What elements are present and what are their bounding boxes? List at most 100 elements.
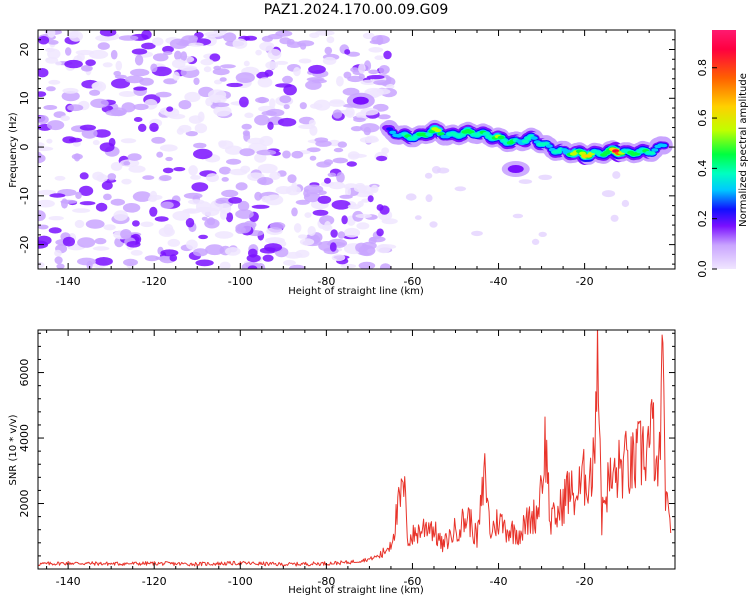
heatmap-noise-cell: [329, 242, 337, 252]
heatmap-noise-cell: [105, 109, 126, 117]
heatmap-noise-cell: [350, 126, 363, 132]
heatmap-noise-cell: [269, 222, 286, 230]
snr-x-tick-label: -120: [142, 575, 167, 588]
heatmap-noise-cell: [169, 38, 188, 49]
heatmap-noise-cell: [38, 189, 57, 196]
colorbar-tick-label: 0.4: [696, 160, 709, 178]
heatmap-noise-cell: [341, 215, 348, 225]
heatmap-noise-cell: [337, 141, 347, 148]
heatmap-noise-cell: [120, 138, 137, 144]
heatmap-noise-cell: [159, 175, 172, 181]
heatmap-signal-cell: [660, 143, 668, 148]
heatmap-noise-cell: [90, 98, 109, 109]
heatmap-noise-cell: [94, 237, 107, 245]
heatmap-faint-cell: [424, 172, 433, 179]
heatmap-signal-cell: [386, 127, 394, 131]
heatmap-faint-cell: [621, 199, 630, 208]
heatmap-signal-cell: [425, 132, 433, 137]
heatmap-noise-cell: [295, 199, 310, 205]
heatmap-noise-cell: [120, 229, 132, 240]
heatmap-noise-cell: [257, 177, 274, 186]
heatmap-noise-cell: [235, 209, 254, 219]
heatmap-noise-cell: [140, 221, 154, 228]
heatmap-noise-cell: [328, 139, 341, 147]
heatmap-noise-cell: [111, 78, 130, 89]
heatmap-noise-cell: [92, 139, 100, 146]
heatmap-noise-cell: [293, 67, 301, 77]
heatmap-noise-cell: [38, 68, 49, 78]
heatmap-noise-cell: [346, 161, 357, 167]
heatmap-noise-cell: [365, 135, 378, 143]
heatmap-y-tick-label: -10: [18, 187, 31, 205]
heatmap-noise-cell: [255, 49, 262, 56]
heatmap-signal-cell: [545, 144, 553, 148]
heatmap-noise-cell: [141, 30, 152, 40]
heatmap-noise-cell: [92, 246, 110, 251]
heatmap-noise-cell: [244, 35, 257, 41]
heatmap-noise-cell: [110, 49, 118, 60]
heatmap-noise-cell: [299, 102, 307, 110]
heatmap-y-tick-label: -20: [18, 236, 31, 254]
heatmap-noise-cell: [201, 216, 208, 221]
heatmap-secondary-blob: [507, 165, 524, 174]
heatmap-noise-cell: [298, 58, 312, 64]
heatmap-noise-cell: [223, 32, 237, 43]
heatmap-noise-cell: [287, 174, 297, 184]
heatmap-noise-cell: [188, 42, 204, 47]
heatmap-noise-cell: [124, 75, 144, 84]
heatmap-noise-cell: [369, 39, 384, 45]
heatmap-noise-cell: [235, 182, 248, 191]
heatmap-noise-cell: [303, 184, 324, 194]
heatmap-noise-cell: [368, 47, 384, 53]
heatmap-noise-cell: [107, 173, 117, 181]
heatmap-noise-cell: [282, 75, 293, 84]
heatmap-noise-cell: [343, 227, 361, 238]
heatmap-noise-cell: [67, 104, 84, 112]
heatmap-noise-cell: [370, 184, 379, 194]
heatmap-noise-cell: [295, 249, 310, 258]
heatmap-noise-cell: [79, 185, 94, 196]
heatmap-noise-cell: [283, 104, 290, 110]
heatmap-noise-cell: [311, 79, 327, 84]
heatmap-noise-cell: [121, 178, 132, 185]
heatmap-noise-cell: [215, 199, 227, 204]
heatmap-noise-cell: [277, 117, 297, 127]
heatmap-noise-cell: [68, 137, 83, 143]
heatmap-noise-cell: [221, 189, 239, 198]
heatmap-noise-cell: [337, 231, 346, 239]
heatmap-noise-cell: [261, 110, 277, 116]
heatmap-noise-cell: [377, 114, 391, 120]
heatmap-noise-cell: [213, 105, 232, 117]
heatmap-noise-cell: [262, 254, 274, 262]
heatmap-noise-cell: [79, 124, 96, 131]
heatmap-noise-cell: [38, 115, 49, 125]
heatmap-noise-cell: [257, 163, 278, 174]
heatmap-x-tick-label: -60: [403, 275, 421, 288]
heatmap-noise-cell: [374, 55, 384, 60]
heatmap-noise-cell: [299, 238, 315, 246]
heatmap-noise-cell: [166, 106, 174, 112]
heatmap-noise-cell: [303, 192, 321, 203]
heatmap-noise-cell: [85, 219, 105, 229]
heatmap-faint-cell: [429, 221, 438, 228]
heatmap-noise-cell: [75, 191, 82, 199]
heatmap-signal-cell: [482, 131, 490, 136]
heatmap-noise-cell: [380, 263, 391, 269]
heatmap-noise-cell: [56, 263, 65, 269]
heatmap-noise-cell: [346, 51, 360, 57]
heatmap-noise-cell: [55, 61, 62, 66]
heatmap-noise-cell: [309, 155, 317, 161]
heatmap-x-axis-label: Height of straight line (km): [288, 286, 424, 297]
heatmap-noise-cell: [81, 128, 98, 139]
heatmap-noise-cell: [126, 241, 141, 248]
heatmap-x-tick-label: -120: [142, 275, 167, 288]
heatmap-noise-cell: [353, 184, 367, 193]
heatmap-signal-cell: [434, 128, 442, 133]
heatmap-noise-cell: [193, 77, 200, 86]
heatmap-noise-cell: [291, 150, 304, 159]
heatmap-noise-cell: [61, 91, 80, 102]
heatmap-noise-cell: [328, 100, 346, 107]
heatmap-signal-cell: [603, 151, 611, 155]
heatmap-noise-cell: [60, 199, 78, 204]
heatmap-noise-cell: [307, 226, 316, 236]
